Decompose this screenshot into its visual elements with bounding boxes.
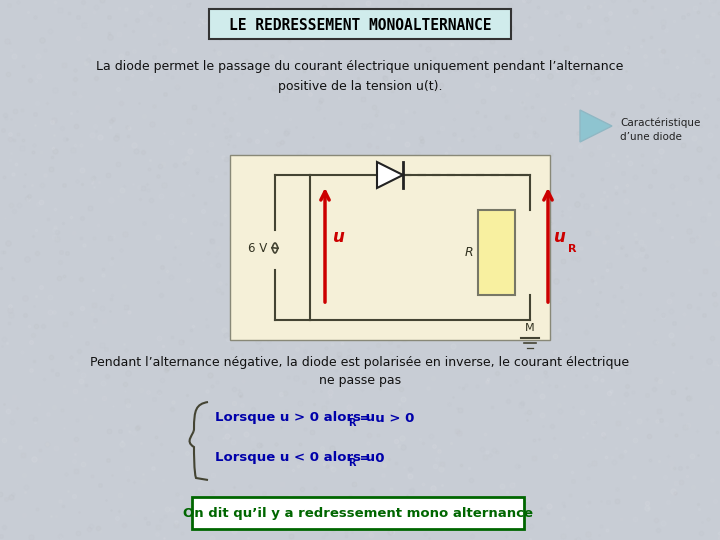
Text: 6 V: 6 V — [248, 241, 267, 254]
Text: M: M — [525, 323, 535, 333]
Polygon shape — [377, 162, 403, 188]
Text: positive de la tension u(t).: positive de la tension u(t). — [278, 80, 442, 93]
Polygon shape — [580, 110, 612, 142]
Text: R: R — [568, 245, 577, 254]
Text: On dit qu’il y a redressement mono alternance: On dit qu’il y a redressement mono alter… — [183, 508, 533, 521]
Text: Lorsque u < 0 alors u: Lorsque u < 0 alors u — [215, 451, 375, 464]
Bar — [230, 155, 550, 340]
Text: LE REDRESSEMENT MONOALTERNANCE: LE REDRESSEMENT MONOALTERNANCE — [229, 17, 491, 32]
Text: Pendant l’alternance négative, la diode est polarisée en inverse, le courant éle: Pendant l’alternance négative, la diode … — [91, 356, 629, 369]
Text: R: R — [348, 458, 356, 468]
Text: u: u — [554, 228, 566, 246]
Text: R: R — [348, 418, 356, 428]
Text: Lorsque u > 0 alors u: Lorsque u > 0 alors u — [215, 411, 375, 424]
Text: R: R — [464, 246, 473, 259]
Text: = u > 0: = u > 0 — [355, 411, 415, 424]
Text: La diode permet le passage du courant électrique uniquement pendant l’alternance: La diode permet le passage du courant él… — [96, 60, 624, 73]
FancyBboxPatch shape — [209, 9, 511, 39]
Text: d’une diode: d’une diode — [620, 132, 682, 142]
Text: Caractéristique: Caractéristique — [620, 118, 701, 129]
Bar — [192, 497, 524, 529]
Text: ne passe pas: ne passe pas — [319, 374, 401, 387]
Bar — [478, 210, 515, 295]
Text: u: u — [333, 228, 345, 246]
Text: = 0: = 0 — [355, 451, 384, 464]
